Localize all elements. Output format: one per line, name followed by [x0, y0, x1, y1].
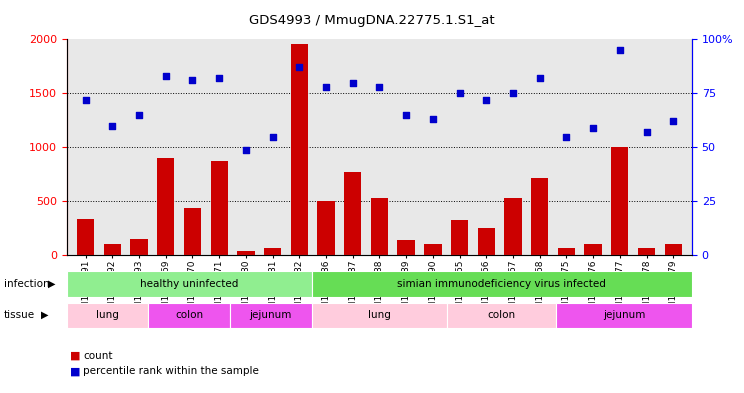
Bar: [371, 198, 388, 255]
Bar: [130, 239, 148, 255]
Point: [560, 133, 572, 140]
Point: [533, 75, 545, 81]
Point: [293, 64, 305, 70]
Point: [80, 97, 92, 103]
Point: [667, 118, 679, 125]
Bar: [451, 220, 468, 255]
Point: [347, 79, 359, 86]
Text: jejunum: jejunum: [249, 310, 292, 320]
Point: [106, 123, 118, 129]
Point: [454, 90, 466, 96]
Bar: [611, 147, 629, 255]
Bar: [318, 201, 335, 255]
Point: [614, 47, 626, 53]
Text: ■: ■: [70, 351, 80, 361]
Text: colon: colon: [487, 310, 516, 320]
Point: [133, 112, 145, 118]
Bar: [585, 244, 602, 255]
Bar: [211, 162, 228, 255]
Point: [641, 129, 652, 135]
Point: [160, 73, 172, 79]
Bar: [638, 248, 655, 255]
Text: infection: infection: [4, 279, 49, 289]
Text: colon: colon: [175, 310, 203, 320]
Text: simian immunodeficiency virus infected: simian immunodeficiency virus infected: [397, 279, 606, 289]
Text: ■: ■: [70, 366, 80, 376]
Bar: [558, 248, 575, 255]
Bar: [67, 271, 312, 297]
Bar: [344, 172, 362, 255]
Bar: [397, 240, 415, 255]
Bar: [157, 158, 174, 255]
Bar: [77, 219, 94, 255]
Bar: [447, 303, 556, 328]
Bar: [103, 244, 121, 255]
Point: [507, 90, 519, 96]
Bar: [531, 178, 548, 255]
Bar: [556, 303, 692, 328]
Point: [427, 116, 439, 122]
Point: [240, 146, 252, 152]
Bar: [230, 303, 312, 328]
Bar: [664, 244, 682, 255]
Bar: [504, 198, 522, 255]
Point: [587, 125, 599, 131]
Text: ▶: ▶: [41, 310, 48, 320]
Bar: [237, 251, 254, 255]
Point: [187, 77, 199, 84]
Text: jejunum: jejunum: [603, 310, 645, 320]
Text: count: count: [83, 351, 113, 361]
Point: [400, 112, 412, 118]
Point: [266, 133, 278, 140]
Point: [373, 84, 385, 90]
Point: [320, 84, 332, 90]
Text: GDS4993 / MmugDNA.22775.1.S1_at: GDS4993 / MmugDNA.22775.1.S1_at: [249, 14, 495, 27]
Text: healthy uninfected: healthy uninfected: [140, 279, 238, 289]
Text: percentile rank within the sample: percentile rank within the sample: [83, 366, 259, 376]
Text: tissue: tissue: [4, 310, 35, 320]
Point: [481, 97, 493, 103]
Bar: [291, 44, 308, 255]
Bar: [184, 208, 201, 255]
Text: lung: lung: [368, 310, 391, 320]
Bar: [67, 303, 149, 328]
Bar: [149, 303, 230, 328]
Bar: [312, 303, 447, 328]
Bar: [424, 244, 441, 255]
Text: ▶: ▶: [48, 279, 56, 289]
Text: lung: lung: [96, 310, 119, 320]
Bar: [312, 271, 692, 297]
Bar: [478, 228, 495, 255]
Point: [214, 75, 225, 81]
Bar: [264, 248, 281, 255]
